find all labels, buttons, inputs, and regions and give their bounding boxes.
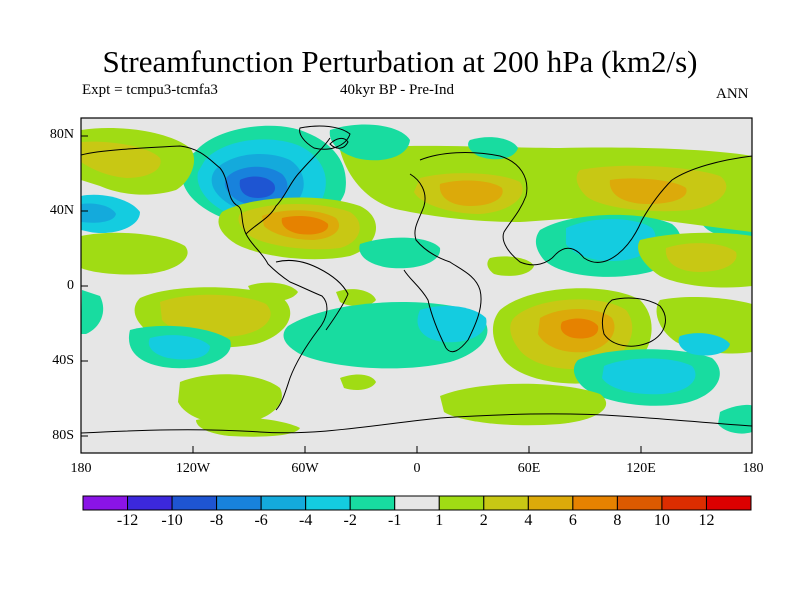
- colorbar-cell: [349, 495, 396, 511]
- lon-label-0: 0: [413, 461, 421, 476]
- lon-label-180w: 180: [70, 461, 92, 476]
- colorbar-label: -6: [254, 512, 268, 529]
- colorbar-label: -4: [298, 512, 313, 529]
- lon-label-120e: 120E: [626, 461, 656, 476]
- lat-label-80s: 80S: [52, 428, 74, 443]
- coast-africa-west: [409, 173, 482, 353]
- colorbar-cell: [171, 495, 218, 511]
- coast-antarctica: [80, 413, 753, 434]
- colorbar-cell: [82, 495, 129, 511]
- contour-edge-neg-south: [81, 290, 104, 334]
- contour-so-pos2: [196, 417, 300, 437]
- colorbar-cell: [527, 495, 574, 511]
- contour-so-pos4: [440, 383, 607, 426]
- colorbar-label: 6: [568, 512, 577, 529]
- colorbar-label: 10: [653, 512, 670, 529]
- coast-na-east: [245, 137, 331, 235]
- contour-se-pac-neg-small: [678, 333, 730, 356]
- contour-epac-neg2: [81, 203, 116, 223]
- contour-spac-neg2: [148, 335, 210, 360]
- lon-label-60e: 60E: [517, 461, 541, 476]
- season-label: ANN: [716, 86, 749, 102]
- contour-wpac-pos2: [665, 243, 737, 272]
- colorbar-label: 2: [479, 512, 488, 529]
- contour-siberia-neg: [468, 137, 518, 160]
- colorbar-cell: [705, 495, 752, 511]
- contour-eurasia-pos3a: [439, 180, 503, 206]
- contour-io-pos4: [560, 318, 599, 339]
- colorbar-cell: [260, 495, 307, 511]
- colorbar-cell: [616, 495, 663, 511]
- coast-eurasia-south: [419, 152, 753, 266]
- colorbar-cell: [661, 495, 707, 511]
- coast-americas-west: [80, 145, 328, 411]
- colorbar-cell: [127, 495, 173, 511]
- axis-ticks: [81, 135, 642, 453]
- coast-australia: [601, 297, 666, 347]
- map-title: Streamfunction Perturbation at 200 hPa (…: [102, 44, 698, 79]
- colorbar: [82, 495, 752, 511]
- colorbar-label: 8: [613, 512, 622, 529]
- contour-spac-pos2: [160, 294, 271, 338]
- contour-india-pos: [487, 256, 534, 276]
- experiment-label: Expt = tcmpu3-tcmfa3: [82, 82, 218, 98]
- contour-so-pos3: [340, 374, 376, 390]
- lon-label-120w: 120W: [175, 461, 211, 476]
- contour-sind-neg2: [602, 358, 696, 395]
- colorbar-label: 4: [524, 512, 533, 529]
- coast-greenland: [299, 125, 351, 150]
- contour-satl-pos-small: [336, 289, 376, 307]
- contour-edge-neg-antarctic: [718, 404, 752, 434]
- contour-tatl-neg: [359, 237, 441, 269]
- colorbar-label: -12: [116, 512, 139, 529]
- lat-label-0: 0: [67, 278, 74, 293]
- period-label: 40kyr BP - Pre-Ind: [340, 82, 455, 98]
- colorbar-label: 12: [698, 512, 715, 529]
- colorbar-cell: [305, 495, 351, 511]
- coast-sa-east: [275, 259, 349, 331]
- lon-label-180e: 180: [742, 461, 764, 476]
- lat-label-40s: 40S: [52, 353, 74, 368]
- contour-satl-neg2: [417, 305, 487, 343]
- coast-africa-south: [403, 269, 447, 349]
- lat-label-40n: 40N: [49, 203, 74, 218]
- contour-eastpac-pos: [81, 232, 188, 275]
- colorbar-label: -10: [161, 512, 183, 529]
- colorbar-cell: [394, 495, 440, 511]
- contour-na-neg5: [239, 176, 276, 198]
- colorbar-label: 1: [435, 512, 444, 529]
- colorbar-label: -1: [388, 512, 402, 529]
- colorbar-cell: [483, 495, 529, 511]
- lon-label-60w: 60W: [291, 461, 319, 476]
- contour-asia-neg2: [566, 219, 656, 262]
- lat-label-80n: 80N: [49, 127, 74, 142]
- contour-atl-pos4: [281, 216, 329, 235]
- colorbar-cell: [216, 495, 262, 511]
- colorbar-cell: [572, 495, 618, 511]
- colorbar-label: -8: [209, 512, 224, 529]
- coastlines: [80, 125, 753, 434]
- contour-so-pos1: [178, 374, 282, 425]
- contour-npac-pos2: [81, 141, 161, 178]
- colorbar-label: -2: [343, 512, 357, 529]
- colorbar-cell: [438, 495, 485, 511]
